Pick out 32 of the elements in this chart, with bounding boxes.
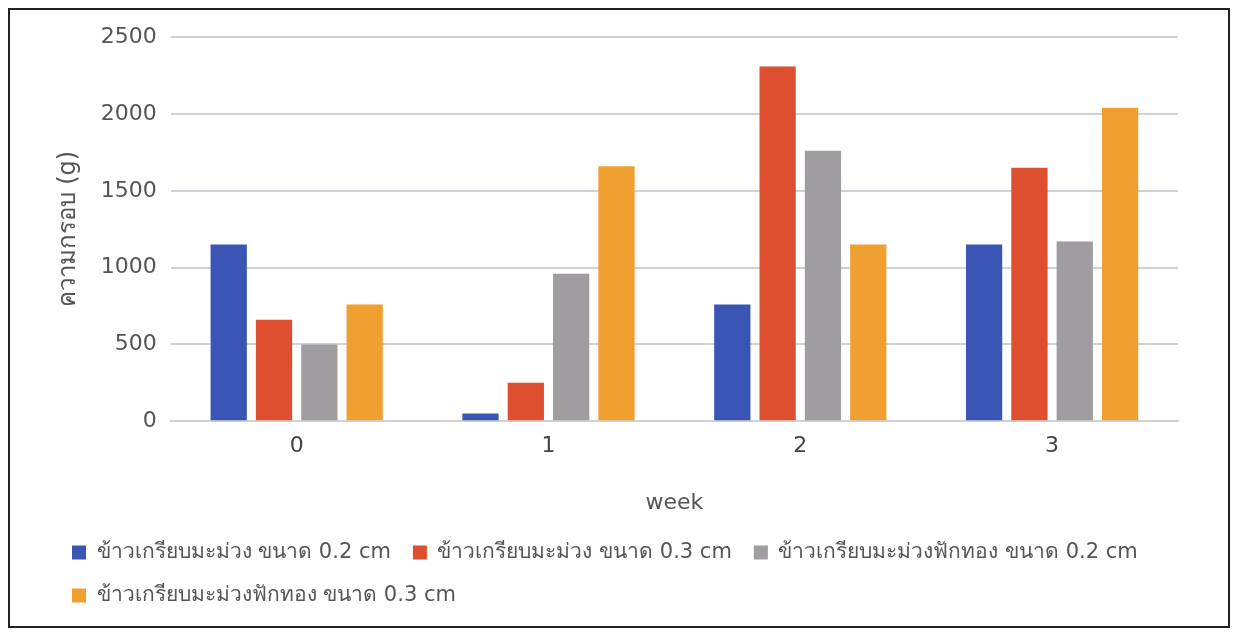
bar [553,273,590,421]
y-tick-label: 1000 [100,253,157,279]
legend-label: ข้าวเกรียบมะม่วงฟักทอง ขนาด 0.3 cm [96,581,456,606]
legend-label: ข้าวเกรียบมะม่วงฟักทอง ขนาด 0.2 cm [778,538,1138,563]
bar [1011,167,1048,421]
bar [346,304,383,421]
bar [301,344,338,421]
bar [255,319,293,421]
y-tick-label: 500 [114,330,157,356]
bar [804,150,842,421]
x-tick-label: 2 [793,432,808,458]
bar [965,244,1003,421]
x-axis-title: week [645,488,704,514]
legend-label: ข้าวเกรียบมะม่วง ขนาด 0.2 cm [96,538,391,563]
legend-label: ข้าวเกรียบมะม่วง ขนาด 0.3 cm [437,538,732,563]
x-tick-label: 1 [541,432,556,458]
y-tick-label: 2000 [100,99,157,125]
bar [759,66,796,421]
bar [1056,241,1093,421]
bar [714,304,751,421]
y-tick-label: 2500 [100,22,157,48]
bar [462,413,499,421]
y-tick-label: 0 [142,406,157,432]
bar [1101,107,1139,421]
y-axis-title: ความกรอบ (g) [52,150,81,308]
x-tick-label: 0 [289,432,304,458]
bar [210,244,247,421]
bar [598,166,635,421]
x-tick-label: 3 [1045,432,1060,458]
bar [850,244,887,421]
y-tick-label: 1500 [100,176,157,202]
bar [507,382,544,421]
